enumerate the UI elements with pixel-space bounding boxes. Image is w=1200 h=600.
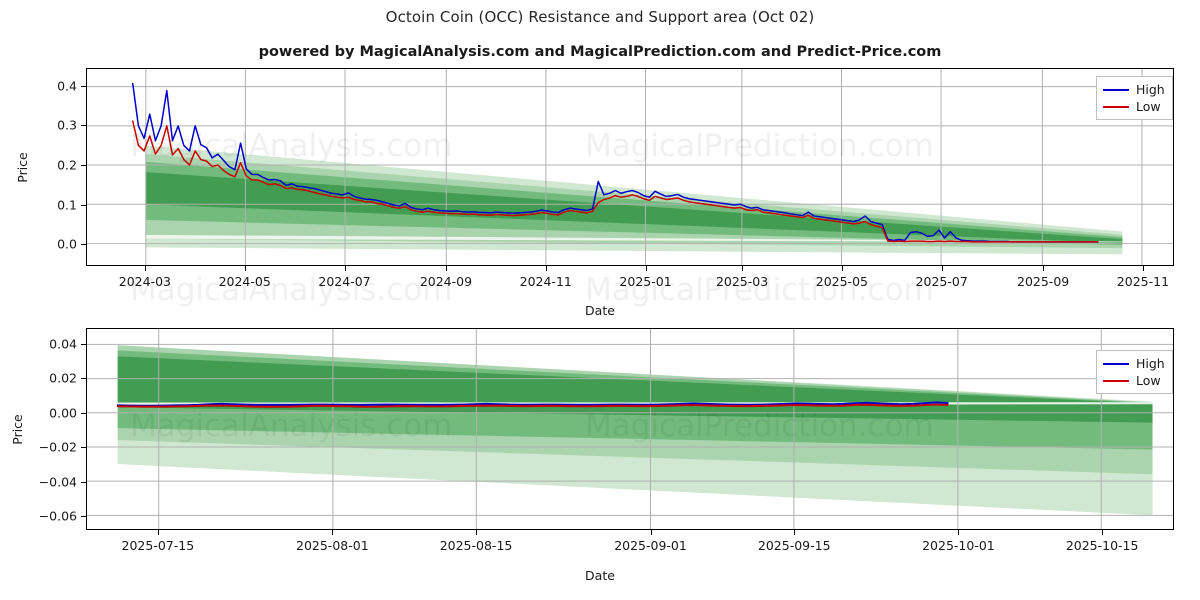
y-tick-label: 0.0 [57,236,77,252]
y-tick-label: −0.02 [38,439,77,455]
x-tick-mark [941,266,943,271]
top-chart-y-axis-label: Price [14,152,30,183]
x-tick-label: 2025-08-15 [439,538,513,553]
bottom-chart-y-axis-label: Price [9,414,25,445]
bottom-chart-legend[interactable]: High Low [1096,350,1173,394]
y-tick-label: 0.1 [57,197,77,213]
y-tick-mark [81,481,86,483]
y-tick-mark [81,412,86,414]
top-chart-series-layer [131,82,1099,243]
x-tick-label: 2024-11 [519,274,572,289]
x-tick-mark [742,266,744,271]
y-tick-mark [81,125,86,127]
x-tick-label: 2024-07 [318,274,371,289]
page-subtitle: powered by MagicalAnalysis.com and Magic… [258,44,942,60]
legend-swatch-low [1103,105,1129,108]
y-tick-label: 0.2 [57,157,77,173]
x-tick-mark [1102,530,1104,535]
legend-label-high: High [1136,82,1165,97]
x-tick-label: 2025-05 [815,274,868,289]
x-tick-label: 2024-03 [118,274,172,289]
x-tick-label: 2025-07 [915,274,968,289]
x-tick-label: 2024-05 [218,274,271,289]
page-title: Octoin Coin (OCC) Resistance and Support… [385,8,815,26]
y-tick-label: −0.06 [38,508,77,524]
y-tick-mark [81,85,86,87]
y-tick-mark [81,343,86,345]
y-tick-mark [81,516,86,518]
x-tick-label: 2025-01 [619,274,672,289]
x-tick-mark [445,266,447,271]
y-tick-label: 0.00 [49,405,77,421]
x-tick-label: 2025-09 [1016,274,1070,289]
legend-swatch-high [1103,362,1129,365]
x-tick-mark [476,530,478,535]
bottom-chart-gridlines [87,329,1173,529]
y-tick-mark [81,244,86,246]
x-tick-label: 2025-10-15 [1065,538,1139,553]
x-tick-mark [157,530,159,535]
y-tick-label: 0.3 [57,117,77,133]
x-tick-mark [650,530,652,535]
x-tick-mark [958,530,960,535]
x-tick-mark [645,266,647,271]
legend-item-high[interactable]: High [1103,81,1165,98]
y-tick-mark [81,378,86,380]
y-tick-mark [81,165,86,167]
legend-label-low: Low [1136,373,1161,388]
bottom-chart-series-layer [116,401,949,408]
x-tick-mark [1142,266,1144,271]
top-chart-legend[interactable]: High Low [1096,76,1173,120]
legend-swatch-low [1103,379,1129,382]
bottom-chart-x-axis-label: Date [585,568,615,583]
legend-item-low[interactable]: Low [1103,98,1165,115]
y-tick-label: −0.04 [38,474,77,490]
x-tick-label: 2025-03 [715,274,769,289]
y-tick-label: 0.04 [49,336,77,352]
x-tick-mark [344,266,346,271]
legend-item-low[interactable]: Low [1103,372,1165,389]
x-tick-mark [1043,266,1045,271]
x-tick-mark [244,266,246,271]
x-tick-label: 2025-10-01 [922,538,995,553]
legend-label-low: Low [1136,99,1161,114]
top-chart-plot-area [86,68,1174,266]
top-chart-x-axis-label: Date [585,303,615,318]
x-tick-label: 2025-08-01 [296,538,369,553]
x-tick-label: 2025-09-15 [757,538,831,553]
legend-swatch-high [1103,88,1129,91]
x-tick-mark [545,266,547,271]
y-tick-mark [81,447,86,449]
y-tick-label: 0.4 [57,78,77,94]
x-tick-mark [841,266,843,271]
x-tick-label: 2025-07-15 [121,538,195,553]
x-tick-label: 2025-09-01 [614,538,687,553]
legend-item-high[interactable]: High [1103,355,1165,372]
y-tick-label: 0.02 [49,370,77,386]
bottom-chart-plot-area [86,328,1174,530]
x-tick-mark [144,266,146,271]
x-tick-mark [794,530,796,535]
legend-label-high: High [1136,356,1165,371]
x-tick-mark [332,530,334,535]
x-tick-label: 2024-09 [419,274,473,289]
y-tick-mark [81,204,86,206]
x-tick-label: 2025-11 [1116,274,1170,289]
watermark-analysis: MagicalAnalysis.com [130,272,453,308]
